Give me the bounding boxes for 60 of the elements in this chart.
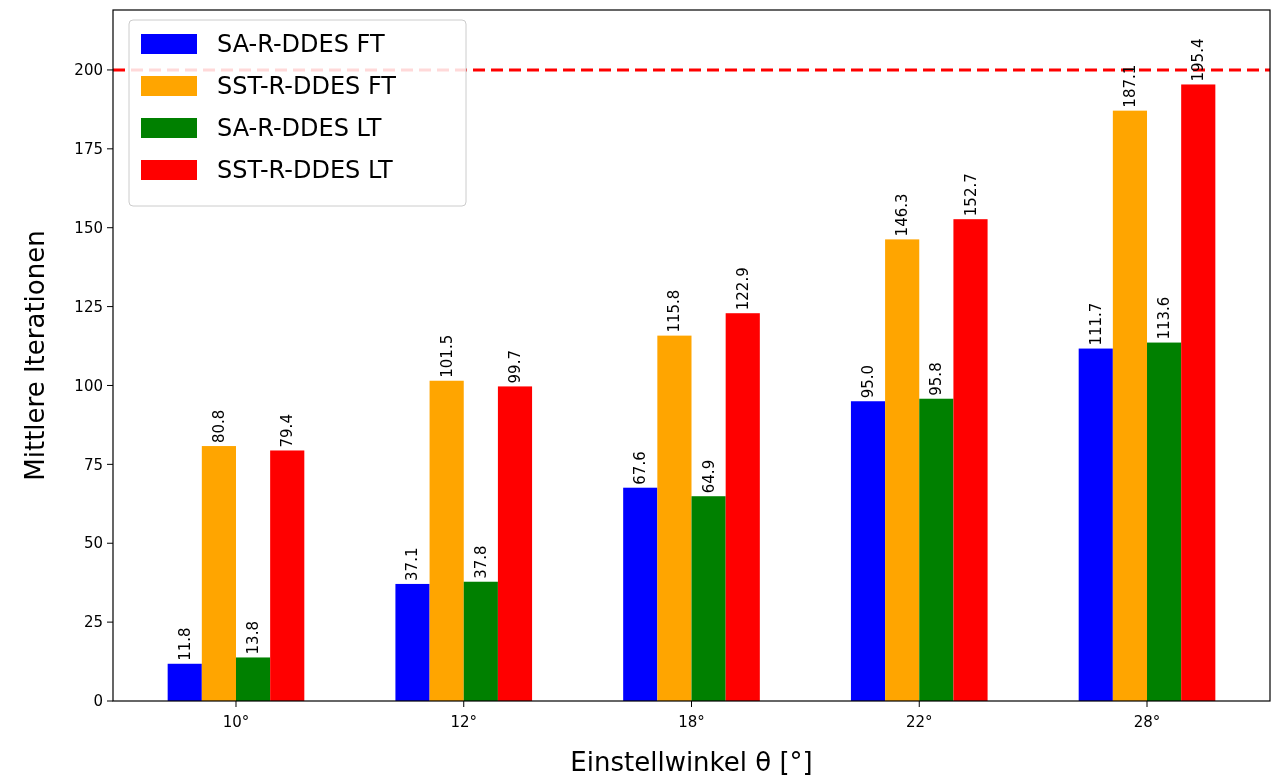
y-tick-label: 50 xyxy=(83,534,103,553)
data-label: 195.4 xyxy=(1189,38,1208,82)
bar xyxy=(657,335,692,701)
data-label: 80.8 xyxy=(209,409,228,444)
bar xyxy=(1147,342,1182,701)
data-label: 37.8 xyxy=(471,545,490,579)
y-tick-label: 75 xyxy=(83,455,103,474)
data-label: 115.8 xyxy=(665,289,684,333)
bar xyxy=(497,386,533,701)
data-label: 122.9 xyxy=(733,267,752,311)
data-label: 99.7 xyxy=(505,350,524,384)
data-label: 13.8 xyxy=(244,621,263,655)
data-label: 79.4 xyxy=(278,414,297,448)
bar xyxy=(1078,348,1113,701)
bar xyxy=(919,398,954,701)
bar xyxy=(167,663,202,701)
y-tick-label: 200 xyxy=(74,61,103,80)
x-tick-label: 28° xyxy=(1133,713,1161,731)
data-label: 187.1 xyxy=(1120,64,1139,108)
bar xyxy=(429,380,464,701)
y-tick-label: 125 xyxy=(74,297,103,316)
x-tick-label: 10° xyxy=(222,713,250,731)
data-label: 37.1 xyxy=(403,547,422,581)
x-axis-title: Einstellwinkel θ [°] xyxy=(570,747,813,777)
x-tick-label: 22° xyxy=(905,713,933,731)
bar xyxy=(725,313,760,701)
y-axis-title: Mittlere Iterationen xyxy=(20,230,50,481)
data-label: 113.6 xyxy=(1155,296,1174,340)
x-tick-label: 18° xyxy=(678,713,705,731)
legend-label: SST-R-DDES LT xyxy=(217,156,393,185)
data-label: 95.8 xyxy=(927,362,946,396)
data-label: 111.7 xyxy=(1086,302,1105,346)
y-tick-label: 175 xyxy=(74,140,103,159)
y-tick-label: 100 xyxy=(74,376,103,395)
data-label: 101.5 xyxy=(437,334,456,378)
bar xyxy=(623,487,658,701)
bar xyxy=(691,496,726,701)
bar xyxy=(201,446,236,701)
legend-label: SA-R-DDES LT xyxy=(217,114,382,143)
data-label: 64.9 xyxy=(699,459,718,494)
data-label: 146.3 xyxy=(893,193,912,237)
bar xyxy=(953,219,988,701)
y-tick-label: 25 xyxy=(83,613,103,632)
data-label: 95.0 xyxy=(859,364,878,399)
y-tick-label: 0 xyxy=(93,692,103,711)
bar xyxy=(850,401,886,701)
y-tick-label: 150 xyxy=(74,218,103,237)
bar xyxy=(270,450,305,701)
data-label: 152.7 xyxy=(961,173,980,217)
x-tick-label: 12° xyxy=(450,713,478,731)
bar xyxy=(235,657,271,701)
legend-label: SA-R-DDES FT xyxy=(217,30,385,59)
bar xyxy=(395,583,430,701)
data-label: 11.8 xyxy=(175,627,194,661)
legend-label: SST-R-DDES FT xyxy=(217,72,397,101)
bar xyxy=(1112,110,1148,701)
bar xyxy=(463,581,498,701)
bar xyxy=(885,239,920,701)
data-label: 67.6 xyxy=(631,451,650,485)
bar xyxy=(1181,84,1216,701)
